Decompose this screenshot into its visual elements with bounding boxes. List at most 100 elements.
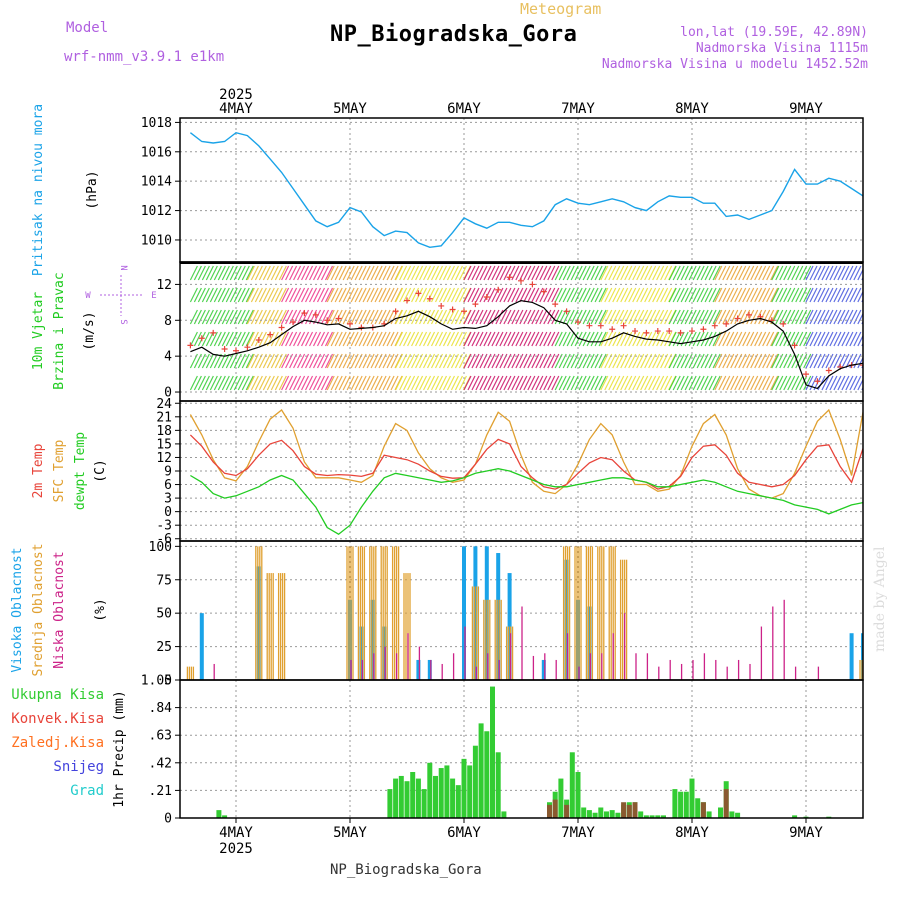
wind-arrow xyxy=(254,309,263,325)
wind-arrow xyxy=(386,331,395,347)
cloud-low-axis-title: Niska Oblacnost xyxy=(52,551,67,668)
wind-arrow xyxy=(746,331,755,347)
gust-mark xyxy=(791,342,798,349)
wind-arrow xyxy=(483,287,492,303)
wind-arrow xyxy=(407,331,416,347)
dewpoint-line xyxy=(190,468,863,535)
wind-arrow xyxy=(817,353,826,369)
wind-arrow xyxy=(225,353,234,369)
wind-arrow xyxy=(636,287,645,303)
wind-arrow xyxy=(362,309,371,325)
wind-arrow xyxy=(718,331,727,347)
wind-arrow xyxy=(632,287,641,303)
gust-mark xyxy=(358,324,365,331)
wind-arrow xyxy=(366,353,375,369)
wind-arrow xyxy=(738,265,747,281)
wind-arrow xyxy=(779,265,788,281)
wind-arrow xyxy=(430,353,440,369)
gust-mark xyxy=(643,329,650,336)
wind-arrow xyxy=(574,375,583,391)
wind-arrow xyxy=(620,309,629,325)
wind-arrow xyxy=(515,375,524,391)
wind-arrow xyxy=(726,265,735,281)
cloud-mid-axis-title: Srednja Oblacnost xyxy=(31,543,46,676)
wind-arrow xyxy=(370,331,379,347)
wind-arrow xyxy=(189,375,198,391)
precip-total-bar xyxy=(604,811,609,818)
x-bottom-label: 6MAY xyxy=(447,825,481,841)
wind-arrow xyxy=(734,309,743,325)
wind-arrow xyxy=(274,265,283,281)
wind-arrow xyxy=(866,332,873,346)
wind-arrow xyxy=(301,331,310,347)
wind-arrow xyxy=(762,353,771,369)
wind-arrow xyxy=(624,309,633,325)
wind-arrow xyxy=(297,287,306,303)
wind-arrow xyxy=(636,375,645,391)
wind-arrow xyxy=(803,265,812,281)
wind-arrow xyxy=(519,309,528,325)
precip-total-bar xyxy=(649,815,655,818)
wind-arrow xyxy=(566,331,575,347)
wind-arrow xyxy=(742,353,751,369)
wind-arrow xyxy=(841,375,850,391)
wind-arrow xyxy=(787,309,796,325)
wind-arrow xyxy=(562,375,571,391)
wind-arrow xyxy=(297,309,306,325)
wind-arrow xyxy=(254,287,263,303)
wind-arrow xyxy=(491,375,500,391)
wind-arrow xyxy=(640,375,649,391)
wind-arrow xyxy=(535,375,544,391)
wind-arrow xyxy=(450,331,459,347)
wind-arrow xyxy=(554,331,563,347)
wind-arrow xyxy=(503,331,512,347)
wind-arrow xyxy=(511,287,520,303)
wind-arrow xyxy=(233,265,242,281)
wind-arrow xyxy=(527,309,536,325)
precip-total-bar xyxy=(222,815,228,818)
wind-arrow xyxy=(324,265,334,281)
wind-arrow xyxy=(730,375,739,391)
wind-arrow xyxy=(446,331,456,347)
wind-arrow xyxy=(370,309,379,325)
cloud-high-axis-title: Visoka Oblacnost xyxy=(10,547,25,672)
gust-mark xyxy=(860,362,863,369)
wind-arrow xyxy=(684,331,693,347)
wind-arrow xyxy=(237,265,246,281)
wind-arrow xyxy=(374,309,383,325)
wind-arrow xyxy=(730,309,739,325)
wind-arrow xyxy=(783,265,792,281)
x-bottom-label: 5MAY xyxy=(333,825,367,841)
wind-arrow xyxy=(274,375,283,391)
wind-arrow xyxy=(442,287,452,303)
wind-arrow xyxy=(805,309,814,325)
wind-arrow xyxy=(849,265,858,281)
y-tick-label: 25 xyxy=(156,640,172,655)
wind-arrow xyxy=(742,265,751,281)
wind-arrow xyxy=(841,309,850,325)
wind-arrow xyxy=(783,353,792,369)
wind-arrow xyxy=(262,375,271,391)
wind-arrow xyxy=(841,353,850,369)
wind-arrow xyxy=(312,287,322,303)
gust-mark xyxy=(700,326,707,333)
wind-arrow xyxy=(803,375,812,391)
sfc-temp-line xyxy=(189,408,863,499)
cloud-high-bar xyxy=(473,546,478,680)
wind-arrow xyxy=(825,331,834,347)
wind-arrow xyxy=(221,287,230,303)
wind-arrow xyxy=(527,331,536,347)
wind-arrow xyxy=(566,309,575,325)
wind-arrow xyxy=(475,331,484,347)
wind-arrow xyxy=(503,375,512,391)
wind-arrow xyxy=(213,331,222,347)
wind-arrow xyxy=(578,331,587,347)
gust-mark xyxy=(278,324,285,331)
wind-arrow xyxy=(771,287,780,303)
wind-arrow xyxy=(833,375,842,391)
wind-arrow xyxy=(833,353,842,369)
precip-bars xyxy=(216,686,832,818)
gust-mark xyxy=(210,329,217,336)
y-tick-label: 15 xyxy=(156,437,172,452)
gust-mark xyxy=(335,315,342,322)
